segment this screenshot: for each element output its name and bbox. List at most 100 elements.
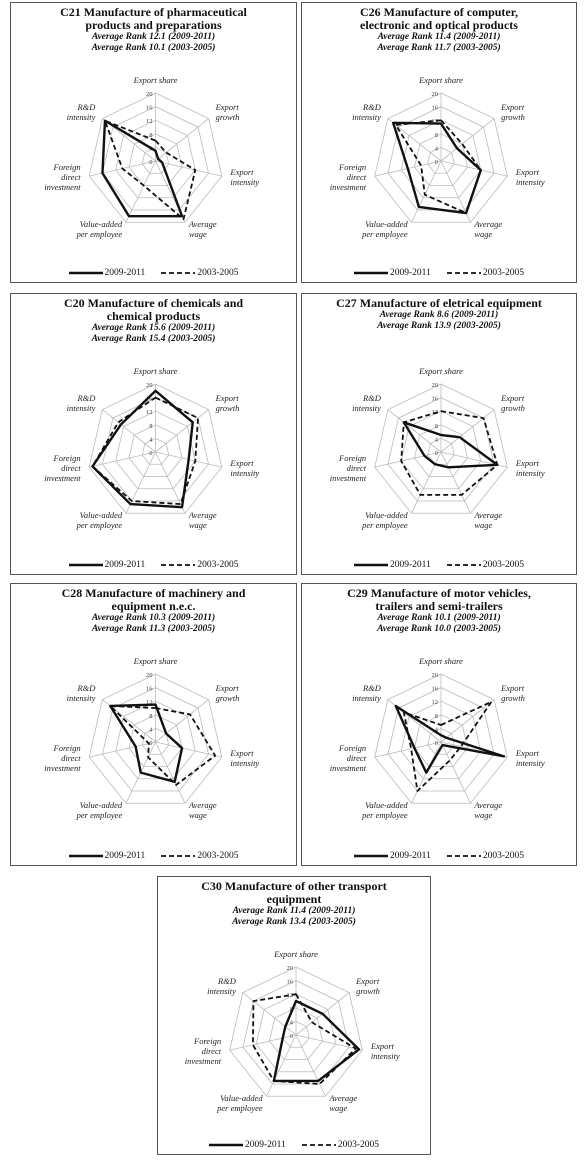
series-2009-2011 — [394, 704, 506, 774]
axis-label-export-share: Export share — [133, 366, 178, 376]
axis-label-line: Average — [473, 510, 502, 520]
axis-label-line: wage — [329, 1103, 347, 1113]
axis-label-foreign-direct-investment: Foreign direct investment — [330, 162, 367, 192]
grid-ring — [414, 714, 468, 767]
axis-spoke — [89, 741, 156, 758]
legend: 2009-2011 2003-2005 — [11, 268, 296, 278]
legend-dashed-line — [446, 563, 481, 566]
axis-spoke — [374, 741, 442, 758]
axis-label-line: Average — [328, 1093, 357, 1103]
radar-panel-c20: C20 Manufacture of chemicals and chemical… — [10, 293, 297, 575]
axis-label-line: investment — [330, 182, 367, 192]
axis-label-r-d-intensity: R&D intensity — [352, 683, 382, 703]
axis-label-line: investment — [330, 473, 367, 483]
axis-label-line: Export — [500, 102, 525, 112]
axis-label-value-added-per-employee: Value-added per employee — [76, 219, 123, 239]
axis-label-average-wage: Average wage — [473, 219, 502, 239]
axis-label-line: Export — [215, 393, 240, 403]
axis-spoke — [374, 451, 442, 468]
axis-label-export-share: Export share — [418, 366, 463, 376]
axis-spoke — [125, 160, 156, 223]
legend-solid-line — [68, 563, 103, 566]
tick-label: 0 — [149, 450, 152, 457]
tick-label: 12 — [432, 699, 439, 706]
tick-label: 16 — [287, 979, 294, 986]
axis-label-line: Export — [515, 167, 540, 177]
radar-panel-c30: C30 Manufacture of other transport equipm… — [157, 876, 431, 1155]
axis-label-r-d-intensity: R&D intensity — [352, 102, 382, 122]
legend-label: 2009-2011 — [104, 559, 146, 570]
chart-title: C20 Manufacture of chemicals and chemical… — [15, 297, 292, 345]
tick-label: 16 — [146, 686, 153, 693]
axis-label-line: Value-added — [80, 510, 123, 520]
axis-label-export-share: Export share — [133, 75, 178, 85]
axis-label-line: per employee — [76, 810, 123, 820]
chart-subtitle-line: Average Rank 12.1 (2009-2011) — [91, 32, 216, 42]
legend: 2009-2011 2003-2005 — [11, 560, 296, 570]
grid-ring — [427, 437, 455, 465]
axis-label-export-intensity: Export intensity — [515, 748, 545, 768]
legend-label: 2009-2011 — [390, 559, 431, 570]
axis-spoke — [440, 451, 471, 514]
axis-label-average-wage: Average wage — [188, 800, 217, 820]
axis-label-line: growth — [501, 693, 525, 703]
tick-label: 20 — [432, 672, 439, 679]
axis-spoke — [295, 1034, 363, 1051]
series-2009-2011 — [109, 703, 184, 784]
legend-solid-line — [68, 271, 103, 274]
axis-label-line: per employee — [216, 1103, 263, 1113]
legend: 2009-2011 2003-2005 — [11, 851, 296, 861]
tick-label: 16 — [146, 396, 153, 403]
axis-label-line: Value-added — [80, 800, 123, 810]
axis-label-line: direct — [347, 172, 367, 182]
legend-solid-line — [209, 1143, 243, 1146]
axis-label-average-wage: Average wage — [328, 1093, 357, 1113]
tick-label: 16 — [146, 105, 153, 112]
legend-dashed-line — [161, 563, 196, 566]
radar-panel-c21: C21 Manufacture of pharmaceutical product… — [10, 2, 297, 283]
axis-label-export-growth: Export growth — [215, 683, 240, 703]
tick-label: 16 — [432, 396, 439, 403]
series-2003-2005 — [252, 993, 357, 1085]
legend-label: 2009-2011 — [390, 267, 431, 278]
chart-subtitle-line: Average Rank 11.7 (2003-2005) — [377, 43, 501, 53]
grid-ring — [88, 673, 223, 804]
axis-spoke — [440, 409, 495, 453]
axis-label-r-d-intensity: R&D intensity — [67, 102, 97, 122]
grid-ring — [400, 700, 482, 780]
chart-subtitle-line: Average Rank 15.4 (2003-2005) — [91, 334, 216, 344]
radar-panel-c27: C27 Manufacture of eletrical equipment Av… — [301, 293, 577, 575]
axis-label-export-growth: Export growth — [215, 102, 240, 122]
axis-label-line: growth — [501, 403, 525, 413]
axis-label-export-intensity: Export intensity — [229, 748, 259, 768]
axis-label-line: direct — [61, 463, 81, 473]
legend-item-series2: 2003-2005 — [301, 1140, 379, 1150]
legend-item-series1: 2009-2011 — [68, 559, 146, 570]
chart-title-line: C30 Manufacture of other transport — [201, 879, 387, 893]
axis-label-line: Value-added — [365, 510, 408, 520]
axis-label-line: Value-added — [365, 219, 408, 229]
series-2003-2005 — [91, 396, 199, 505]
axis-spoke — [229, 1034, 297, 1051]
axis-label-line: Average — [473, 219, 502, 229]
axis-spoke — [411, 451, 442, 514]
axis-label-foreign-direct-investment: Foreign direct investment — [44, 162, 81, 192]
legend-dashed-line — [161, 271, 196, 274]
axis-label-line: Average — [473, 800, 502, 810]
chart-subtitle-line: Average Rank 8.6 (2009-2011) — [379, 310, 499, 320]
axis-label-line: wage — [189, 810, 207, 820]
legend-solid-line — [354, 563, 388, 566]
chart-subtitle-line: Average Rank 11.4 (2009-2011) — [377, 32, 501, 42]
chart-title-line: C20 Manufacture of chemicals and — [63, 296, 244, 310]
tick-label: 8 — [149, 713, 152, 720]
legend-item-series2: 2003-2005 — [446, 268, 524, 278]
axis-label-line: per employee — [361, 229, 408, 239]
series-2003-2005 — [400, 410, 499, 496]
axis-label-line: intensity — [352, 693, 381, 703]
legend: 2009-2011 2003-2005 — [302, 851, 576, 861]
axis-label-line: intensity — [352, 112, 381, 122]
legend-label: 2003-2005 — [197, 267, 239, 278]
axis-label-line: wage — [474, 229, 492, 239]
